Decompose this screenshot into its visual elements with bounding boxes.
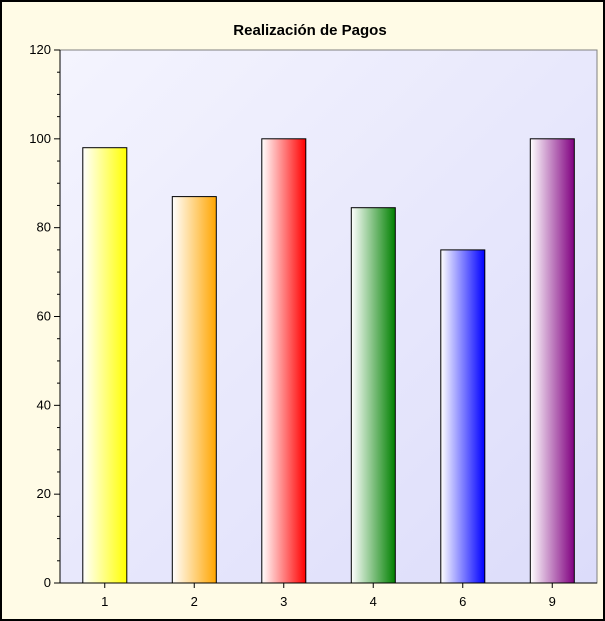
bar-2 — [171, 196, 217, 584]
x-tick-label: 2 — [191, 594, 198, 609]
x-tick-label: 3 — [280, 594, 287, 609]
x-tick-label: 4 — [370, 594, 377, 609]
y-tick-label: 0 — [44, 575, 51, 590]
y-tick-label: 40 — [37, 397, 51, 412]
bar-6 — [440, 249, 486, 584]
chart-title: Realización de Pagos — [233, 22, 386, 39]
y-tick-label: 60 — [37, 309, 51, 324]
x-tick-label: 9 — [549, 594, 556, 609]
bar-9 — [529, 138, 575, 584]
bar-1 — [82, 147, 128, 584]
y-tick-label: 120 — [29, 42, 51, 57]
y-tick-label: 20 — [37, 486, 51, 501]
bar-3 — [261, 138, 307, 584]
y-tick-label: 100 — [29, 131, 51, 146]
y-tick-label: 80 — [37, 220, 51, 235]
bars-layer — [82, 138, 575, 584]
axes-layer — [54, 49, 597, 588]
bar-4 — [350, 207, 396, 584]
x-tick-label: 6 — [459, 594, 466, 609]
labels-layer: 1 2 3 4 6 9 0 20 40 60 80 100 120 — [29, 42, 556, 609]
plot-area — [59, 49, 598, 584]
x-tick-label: 1 — [101, 594, 108, 609]
